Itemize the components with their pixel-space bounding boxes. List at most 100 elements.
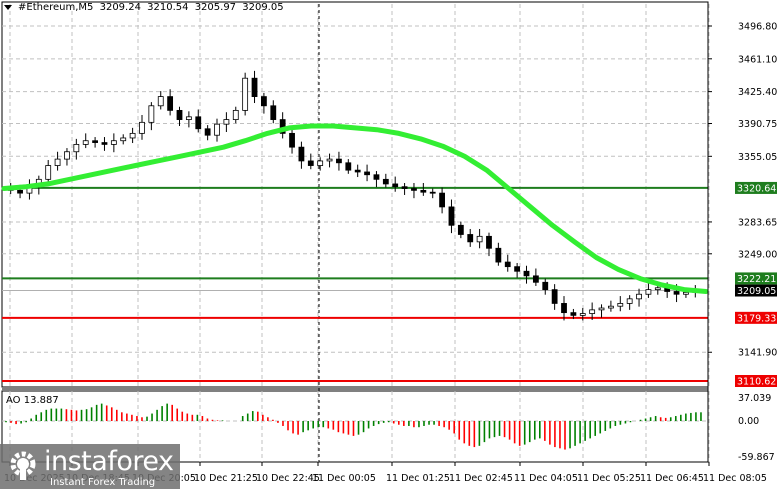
candle bbox=[345, 162, 352, 171]
candle bbox=[401, 186, 408, 189]
price-axis-label: 3249.00 bbox=[738, 249, 777, 260]
level-price-tag-text: 3179.33 bbox=[737, 313, 776, 324]
price-axis-label: 3390.75 bbox=[738, 119, 777, 130]
candle bbox=[673, 291, 680, 295]
candle bbox=[532, 275, 539, 283]
candle bbox=[242, 77, 249, 111]
instaforex-watermark: instaforex Instant Forex Trading bbox=[0, 444, 180, 489]
price-axis-label: 3425.40 bbox=[738, 87, 777, 98]
candle bbox=[392, 183, 399, 188]
ao-scale-bottom: -59.867 bbox=[738, 452, 775, 463]
candle bbox=[683, 292, 689, 295]
time-axis-label: 11 Dec 05:25 bbox=[577, 473, 641, 484]
candle bbox=[148, 105, 155, 123]
candle bbox=[598, 307, 605, 311]
candle bbox=[457, 224, 464, 235]
candle bbox=[251, 77, 258, 97]
candle bbox=[120, 137, 127, 142]
candle bbox=[129, 132, 136, 139]
candle bbox=[382, 178, 389, 185]
time-axis-label: 11 Dec 08:05 bbox=[703, 473, 767, 484]
price-axis-label: 3461.10 bbox=[738, 54, 777, 65]
brand-tagline: Instant Forex Trading bbox=[50, 477, 156, 488]
candle bbox=[64, 151, 70, 160]
dropdown-triangle-icon[interactable] bbox=[4, 4, 12, 10]
time-axis-label: 11 Dec 04:05 bbox=[514, 473, 578, 484]
candle bbox=[523, 270, 530, 277]
gear-logo-icon bbox=[10, 451, 36, 480]
candle bbox=[429, 191, 436, 194]
candle bbox=[270, 105, 277, 120]
candle bbox=[626, 298, 633, 304]
level-price-tag bbox=[735, 375, 777, 387]
candle bbox=[17, 189, 23, 194]
ao-scale-top: 37.039 bbox=[738, 393, 771, 404]
candle bbox=[317, 160, 324, 166]
candle bbox=[92, 140, 98, 143]
candle bbox=[45, 165, 52, 180]
time-axis-label: 10 Dec 22:45 bbox=[256, 473, 320, 484]
candle bbox=[561, 303, 567, 314]
candle bbox=[570, 312, 577, 316]
time-axis-label: 11 Dec 00:05 bbox=[312, 473, 376, 484]
candle bbox=[476, 235, 483, 243]
candle bbox=[439, 192, 445, 208]
price-panel bbox=[1, 1, 709, 388]
level-price-tag bbox=[735, 272, 777, 285]
candle bbox=[608, 305, 614, 309]
candle bbox=[411, 188, 417, 191]
candle bbox=[645, 289, 652, 295]
candle bbox=[504, 261, 511, 268]
candle bbox=[101, 142, 108, 145]
level-price-tag-text: 3110.62 bbox=[737, 377, 776, 388]
candle bbox=[336, 158, 342, 164]
candle bbox=[495, 247, 502, 263]
candle bbox=[214, 123, 220, 136]
candle bbox=[167, 96, 174, 111]
low-value: 3205.97 bbox=[194, 2, 237, 13]
candle bbox=[139, 121, 145, 134]
price-axis-label: 3283.65 bbox=[738, 217, 777, 228]
open-value: 3209.24 bbox=[99, 2, 141, 13]
candle bbox=[195, 116, 202, 130]
high-value: 3210.54 bbox=[147, 2, 189, 13]
candle bbox=[326, 158, 333, 162]
candle bbox=[551, 289, 558, 304]
current-price-tag bbox=[735, 284, 777, 297]
close-value: 3209.05 bbox=[242, 2, 284, 13]
candle bbox=[176, 109, 183, 120]
candle bbox=[579, 313, 586, 316]
symbol-label: #Ethereum,M5 bbox=[18, 2, 94, 13]
current-price-tag-text: 3209.05 bbox=[737, 286, 776, 297]
candle bbox=[636, 293, 642, 300]
moving-average-line bbox=[1, 123, 709, 294]
time-axis-label: 10 Dec 21:25 bbox=[194, 473, 258, 484]
ao-scale-zero: 0.00 bbox=[738, 416, 759, 427]
candle bbox=[54, 158, 61, 166]
time-axis-label: 11 Dec 02:45 bbox=[449, 473, 513, 484]
candle bbox=[354, 169, 361, 173]
candle bbox=[467, 234, 474, 243]
chart-header: #Ethereum,M5 3209.24 3210.54 3205.97 320… bbox=[4, 2, 287, 13]
candle bbox=[654, 287, 661, 291]
candle bbox=[617, 303, 624, 307]
candle bbox=[514, 266, 521, 272]
candle bbox=[486, 235, 492, 249]
candle bbox=[448, 206, 455, 226]
price-axis-label: 3496.80 bbox=[738, 22, 777, 33]
price-axis-label: 3355.05 bbox=[738, 152, 777, 163]
candle bbox=[110, 140, 117, 145]
candle bbox=[298, 146, 305, 162]
candle bbox=[204, 128, 211, 136]
level-price-tag bbox=[735, 181, 777, 194]
candle bbox=[364, 171, 370, 176]
candle bbox=[223, 119, 230, 125]
candle bbox=[232, 109, 239, 120]
brand-name: instaforex bbox=[44, 446, 174, 477]
candle bbox=[589, 309, 596, 314]
time-axis-label: 11 Dec 01:25 bbox=[386, 473, 450, 484]
candle bbox=[373, 174, 380, 180]
candle bbox=[261, 96, 267, 107]
level-price-tag-text: 3222.21 bbox=[737, 274, 776, 285]
